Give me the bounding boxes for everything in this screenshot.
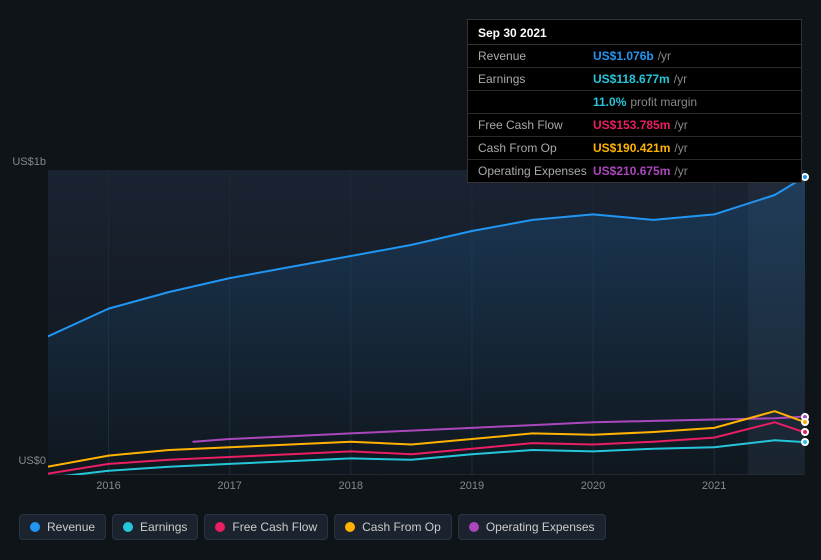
x-tick-label: 2018 <box>339 480 363 492</box>
tooltip-row-label: Earnings <box>478 72 593 86</box>
legend-label: Revenue <box>47 520 95 534</box>
tooltip-row-value: US$210.675m <box>593 164 670 178</box>
tooltip-row-unit: profit margin <box>630 95 697 109</box>
tooltip-row-unit: /yr <box>674 141 687 155</box>
legend-label: Free Cash Flow <box>232 520 317 534</box>
tooltip-row: Cash From OpUS$190.421m/yr <box>468 137 801 160</box>
x-tick-label: 2020 <box>581 480 605 492</box>
tooltip-row-label <box>478 95 593 109</box>
legend-label: Cash From Op <box>362 520 441 534</box>
tooltip-row-value: US$153.785m <box>593 118 670 132</box>
tooltip-row: 11.0% profit margin <box>468 91 801 114</box>
tooltip-row-value: 11.0% <box>593 95 626 109</box>
legend-label: Earnings <box>140 520 187 534</box>
y-axis-label-top: US$1b <box>6 156 46 168</box>
tooltip-row-value: US$190.421m <box>593 141 670 155</box>
tooltip-row-unit: /yr <box>658 49 671 63</box>
tooltip-row: RevenueUS$1.076b/yr <box>468 45 801 68</box>
tooltip-row-unit: /yr <box>674 72 687 86</box>
x-axis-labels: 2016 2017 2018 2019 2020 2021 <box>48 480 805 500</box>
legend-item-cash_from_op[interactable]: Cash From Op <box>334 514 452 540</box>
legend-swatch <box>469 522 479 532</box>
series-end-marker <box>801 438 809 446</box>
tooltip-row: Free Cash FlowUS$153.785m/yr <box>468 114 801 137</box>
tooltip-date: Sep 30 2021 <box>468 20 801 45</box>
x-tick-label: 2017 <box>217 480 241 492</box>
chart-tooltip: Sep 30 2021 RevenueUS$1.076b/yrEarningsU… <box>467 19 802 183</box>
legend-item-operating_expenses[interactable]: Operating Expenses <box>458 514 606 540</box>
legend-item-revenue[interactable]: Revenue <box>19 514 106 540</box>
tooltip-row-label: Free Cash Flow <box>478 118 593 132</box>
legend-item-earnings[interactable]: Earnings <box>112 514 198 540</box>
tooltip-row-value: US$1.076b <box>593 49 654 63</box>
tooltip-row-value: US$118.677m <box>593 72 670 86</box>
x-tick-label: 2019 <box>460 480 484 492</box>
tooltip-row-label: Operating Expenses <box>478 164 593 178</box>
chart-legend: Revenue Earnings Free Cash Flow Cash From O… <box>19 514 606 540</box>
legend-swatch <box>123 522 133 532</box>
tooltip-row-unit: /yr <box>674 164 687 178</box>
y-axis-label-bottom: US$0 <box>6 455 46 467</box>
series-end-marker <box>801 173 809 181</box>
tooltip-row: EarningsUS$118.677m/yr <box>468 68 801 91</box>
series-end-marker <box>801 418 809 426</box>
series-end-marker <box>801 428 809 436</box>
tooltip-row: Operating ExpensesUS$210.675m/yr <box>468 160 801 182</box>
legend-swatch <box>345 522 355 532</box>
chart-plot[interactable] <box>48 170 805 475</box>
legend-swatch <box>215 522 225 532</box>
legend-item-free_cash_flow[interactable]: Free Cash Flow <box>204 514 328 540</box>
x-tick-label: 2016 <box>96 480 120 492</box>
tooltip-row-label: Cash From Op <box>478 141 593 155</box>
legend-swatch <box>30 522 40 532</box>
tooltip-row-unit: /yr <box>674 118 687 132</box>
x-tick-label: 2021 <box>702 480 726 492</box>
tooltip-row-label: Revenue <box>478 49 593 63</box>
legend-label: Operating Expenses <box>486 520 595 534</box>
